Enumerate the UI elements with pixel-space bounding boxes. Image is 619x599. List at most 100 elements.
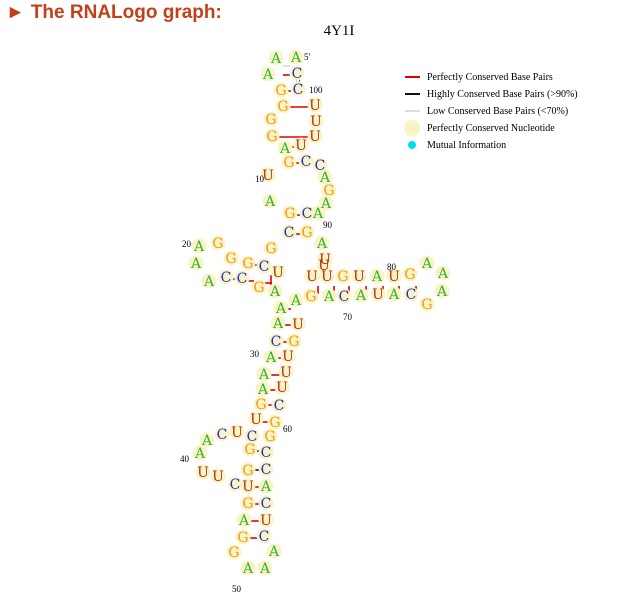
legend-label: Mutual Information bbox=[427, 140, 506, 151]
nucleotide-U: U bbox=[276, 380, 288, 396]
nucleotide-G: G bbox=[242, 256, 253, 272]
nucleotide-G: G bbox=[266, 129, 277, 145]
conserved-highlight bbox=[256, 528, 272, 544]
nucleotide-C: C bbox=[247, 429, 258, 445]
legend: Perfectly Conserved Base Pairs Highly Con… bbox=[404, 72, 578, 151]
nucleotide-A: A bbox=[264, 194, 276, 210]
conserved-highlight bbox=[199, 432, 215, 448]
position-number: 70 bbox=[343, 312, 353, 322]
conserved-highlight bbox=[435, 265, 451, 281]
nucleotide-G: G bbox=[284, 206, 295, 222]
nucleotide-C: C bbox=[259, 259, 270, 275]
conserved-highlight bbox=[281, 154, 297, 170]
triangle-arrow-icon: ► bbox=[6, 2, 25, 23]
conserved-highlight bbox=[353, 287, 369, 303]
legend-label: Perfectly Conserved Nucleotide bbox=[427, 123, 555, 134]
nucleotide-U: U bbox=[197, 465, 209, 481]
nucleotide-A: A bbox=[201, 433, 213, 449]
nucleotide-U: U bbox=[310, 114, 322, 130]
conserved-highlight bbox=[274, 379, 290, 395]
conserved-highlight bbox=[263, 349, 279, 365]
five-prime-label: 5' bbox=[304, 52, 311, 62]
conserved-highlight bbox=[223, 250, 239, 266]
conserved-highlight bbox=[195, 464, 211, 480]
conserved-highlight bbox=[281, 224, 297, 240]
conserved-highlight bbox=[289, 65, 305, 81]
conserved-highlight bbox=[214, 426, 230, 442]
nucleotide-U: U bbox=[372, 287, 384, 303]
nucleotide-G: G bbox=[264, 429, 275, 445]
conserved-highlight bbox=[258, 512, 274, 528]
conserved-highlight bbox=[242, 441, 258, 457]
nucleotide-A: A bbox=[238, 513, 250, 529]
nucleotide-C: C bbox=[221, 270, 232, 286]
nucleotide-A: A bbox=[290, 50, 302, 66]
conserved-highlight bbox=[293, 137, 309, 153]
nucleotide-C: C bbox=[292, 66, 303, 82]
legend-label: Perfectly Conserved Base Pairs bbox=[427, 72, 553, 83]
conserved-highlight bbox=[307, 97, 323, 113]
conserved-highlight bbox=[201, 273, 217, 289]
nucleotide-A: A bbox=[323, 289, 335, 305]
conserved-highlight bbox=[290, 316, 306, 332]
nucleotide-U: U bbox=[321, 269, 333, 285]
conserved-highlight bbox=[273, 300, 289, 316]
conserved-highlight bbox=[255, 381, 271, 397]
nucleotide-G: G bbox=[244, 442, 255, 458]
nucleotide-U: U bbox=[295, 138, 307, 154]
nucleotide-A: A bbox=[319, 170, 331, 186]
position-number: 90 bbox=[323, 220, 333, 230]
position-number: 10 bbox=[255, 174, 265, 184]
conserved-highlight bbox=[258, 478, 274, 494]
nucleotide-C: C bbox=[237, 271, 248, 287]
nucleotide-A: A bbox=[257, 382, 269, 398]
nucleotide-G: G bbox=[305, 289, 316, 305]
header-title: The RNALogo graph: bbox=[30, 2, 222, 23]
nucleotide-G: G bbox=[255, 397, 266, 413]
nucleotide-C: C bbox=[339, 289, 350, 305]
nucleotide-C: C bbox=[274, 398, 285, 414]
conserved-highlight bbox=[262, 193, 278, 209]
nucleotide-G: G bbox=[237, 530, 248, 546]
nucleotide-U: U bbox=[231, 425, 243, 441]
position-number: 50 bbox=[232, 584, 242, 594]
nucleotide-G: G bbox=[228, 545, 239, 561]
conserved-highlight bbox=[236, 512, 252, 528]
nucleotide-G: G bbox=[404, 267, 415, 283]
nucleotide-G: G bbox=[277, 99, 288, 115]
conserved-highlight bbox=[288, 49, 304, 65]
conserved-highlight bbox=[419, 255, 435, 271]
conserved-highlight bbox=[253, 396, 269, 412]
conserved-highlight bbox=[240, 462, 256, 478]
nucleotide-U: U bbox=[319, 252, 331, 268]
nucleotide-C: C bbox=[315, 158, 326, 174]
conserved-highlight bbox=[240, 478, 256, 494]
nucleotide-U: U bbox=[242, 479, 254, 495]
conserved-highlight bbox=[335, 268, 351, 284]
conserved-highlight bbox=[240, 560, 256, 576]
structure-title: 4Y1I bbox=[324, 23, 355, 39]
nucleotide-U: U bbox=[260, 513, 272, 529]
conserved-highlight bbox=[234, 270, 250, 286]
nucleotide-A: A bbox=[312, 206, 324, 222]
conserved-highlight bbox=[280, 348, 296, 364]
conserved-highlight bbox=[299, 224, 315, 240]
position-number: 60 bbox=[283, 424, 293, 434]
conserved-highlight bbox=[210, 235, 226, 251]
nucleotide-A: A bbox=[275, 301, 287, 317]
conserved-highlight bbox=[304, 268, 320, 284]
conserved-highlight bbox=[314, 235, 330, 251]
nucleotide-G: G bbox=[265, 241, 276, 257]
nucleotide-G: G bbox=[265, 112, 276, 128]
nucleotide-A: A bbox=[290, 293, 302, 309]
nucleotide-C: C bbox=[284, 225, 295, 241]
legend-label: Highly Conserved Base Pairs (>90%) bbox=[427, 89, 578, 100]
nucleotide-G: G bbox=[253, 280, 264, 296]
conserved-highlight bbox=[235, 529, 251, 545]
conserved-highlight bbox=[317, 169, 333, 185]
nucleotide-A: A bbox=[279, 141, 291, 157]
position-number: 100 bbox=[309, 85, 323, 95]
conserved-highlight bbox=[282, 205, 298, 221]
conserved-highlight bbox=[321, 182, 337, 198]
